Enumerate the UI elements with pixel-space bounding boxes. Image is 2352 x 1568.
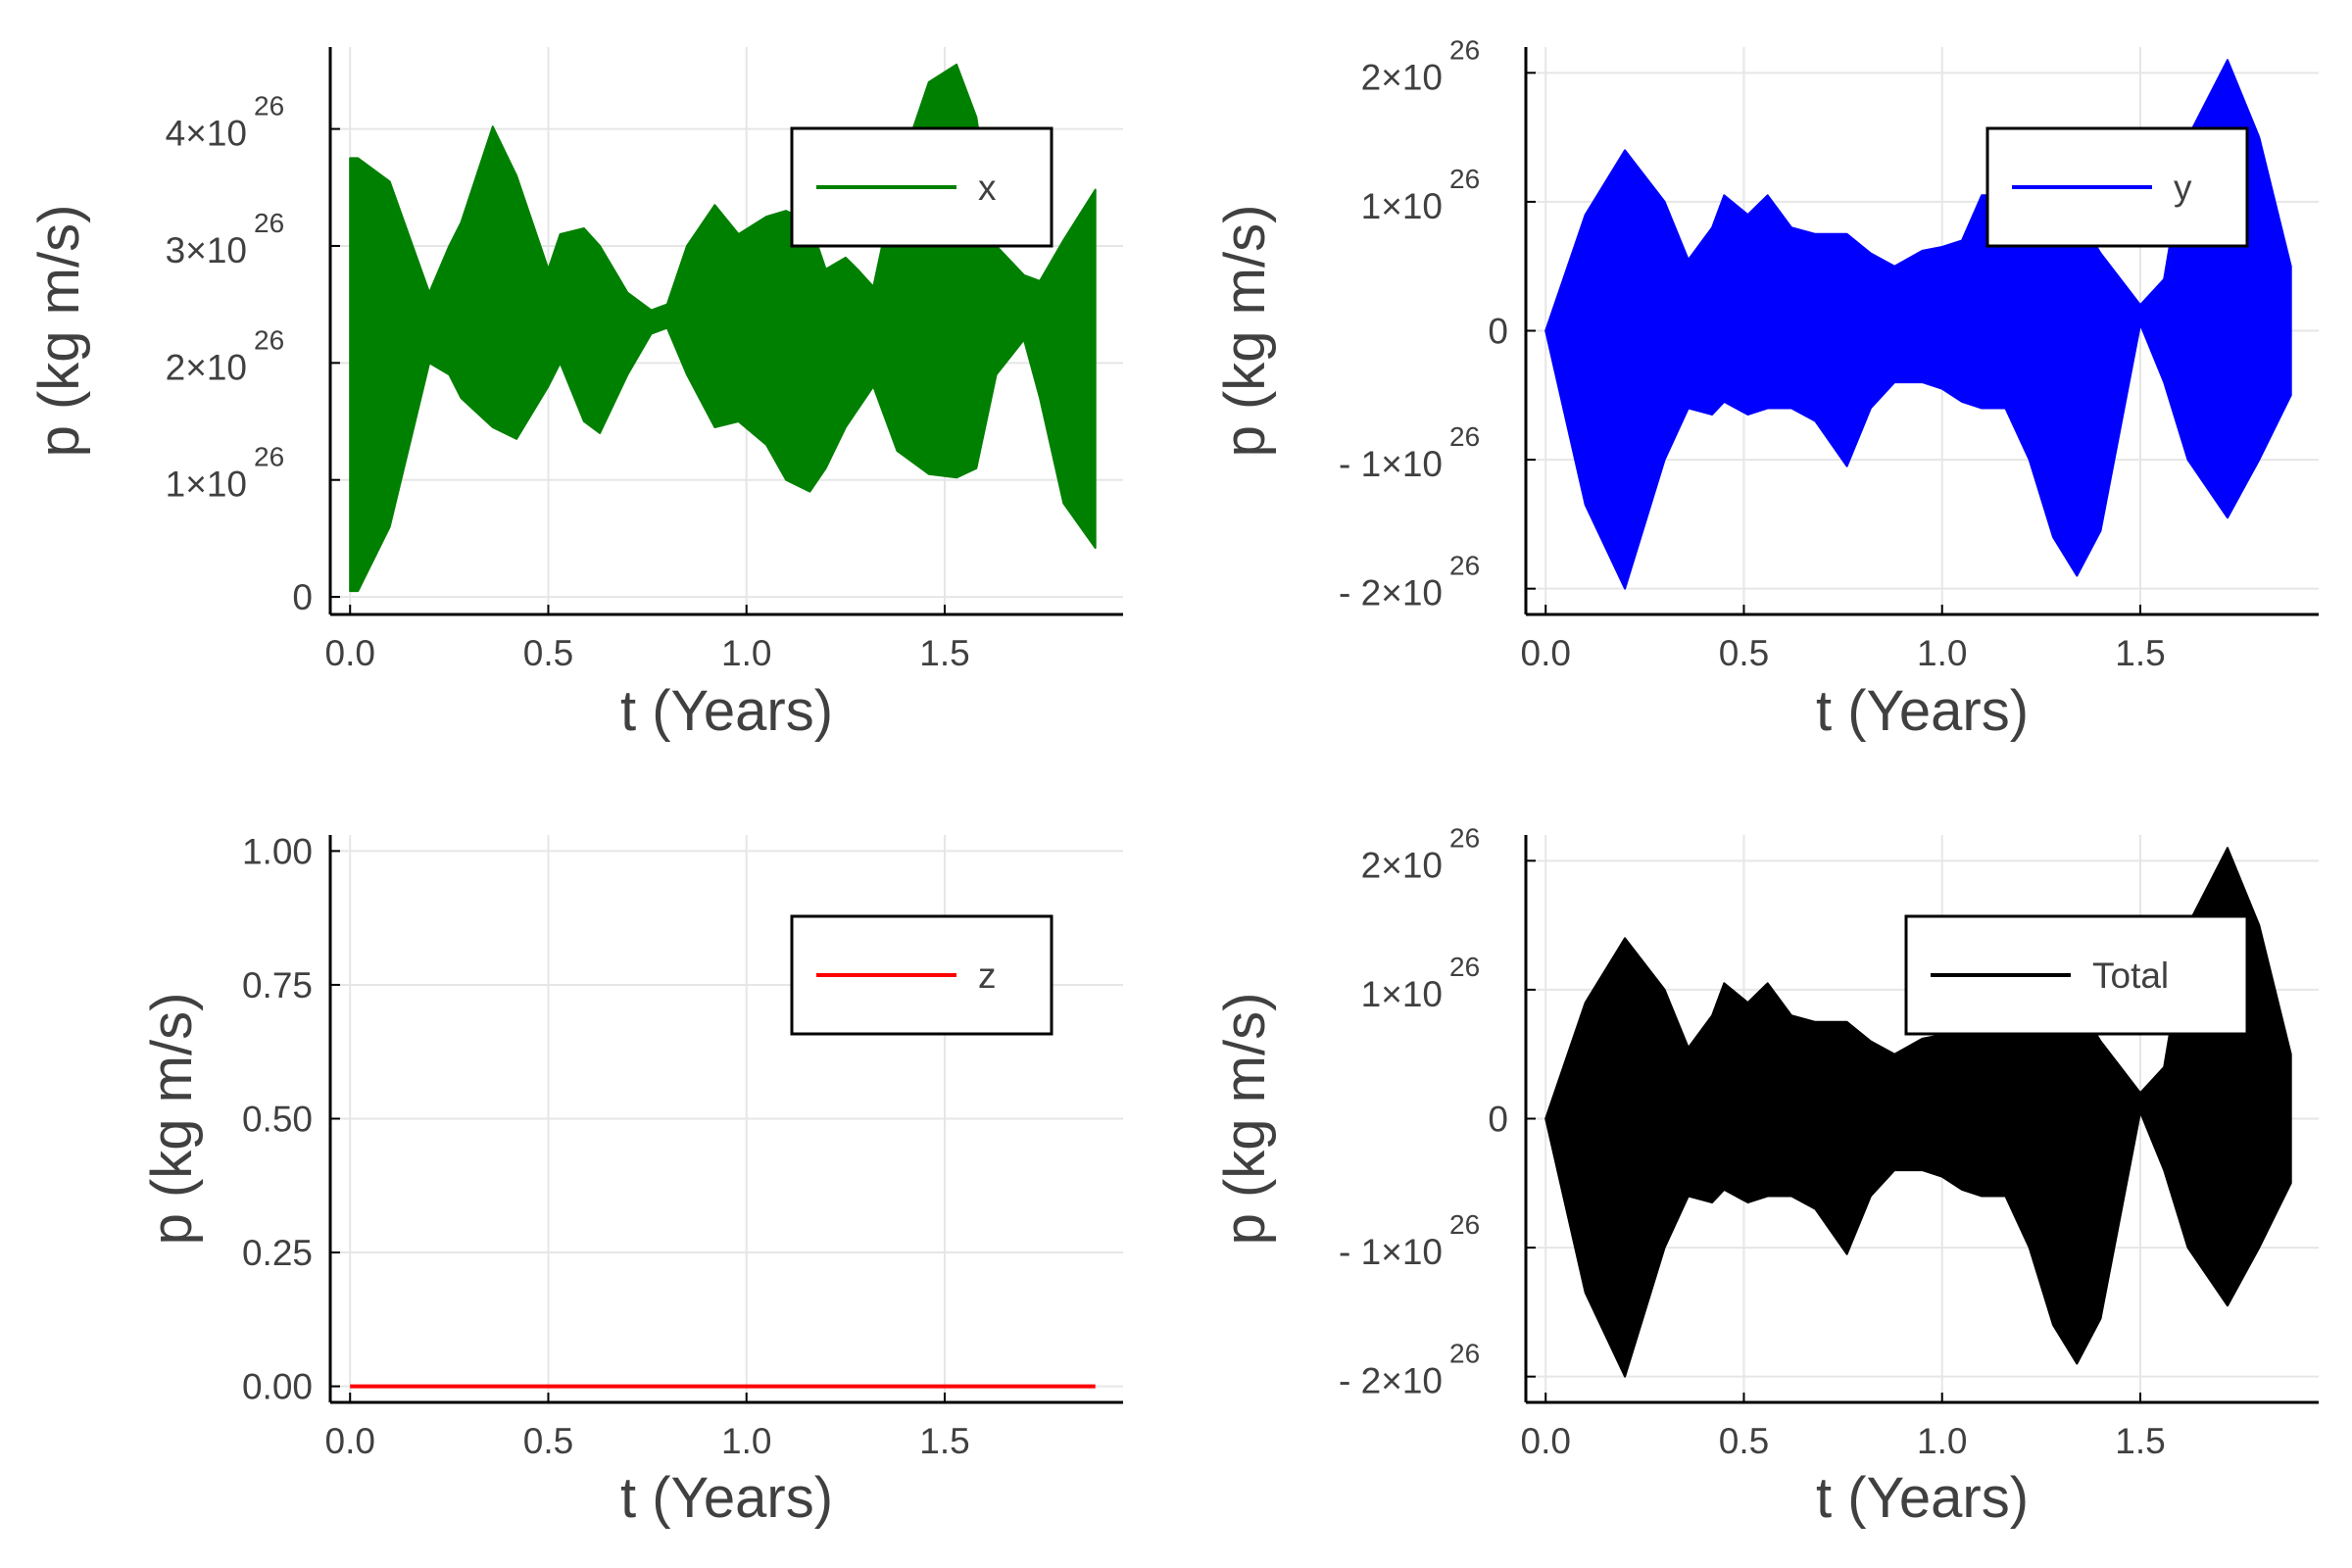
x-tick-label: 1.5 [919,1421,969,1461]
y-tick-exponent: 26 [1449,1209,1480,1240]
y-tick-label: 3×10 [166,230,247,270]
y-tick-label: 0.00 [242,1367,313,1407]
y-tick-label: 1×10 [1361,186,1443,226]
legend-label: Total [2092,956,2169,996]
chart-panel: 0.0 0.5 1.0 1.5 0.00 0.25 0.50 0.75 1.00 t (Years… [140,831,1123,1530]
y-tick-label: 2×10 [1361,57,1443,97]
x-tick-label: 1.5 [2115,633,2165,673]
x-tick-label: 0.0 [325,633,375,673]
y-tick-label: 0 [1488,312,1508,352]
legend: Total [1904,914,2249,1036]
x-axis-label: t (Years) [1816,1466,2029,1530]
y-tick-exponent: 26 [1449,952,1480,982]
y-tick-label: 2×10 [166,347,247,387]
x-axis-label: t (Years) [620,1466,833,1530]
y-tick-label: 1×10 [1361,974,1443,1014]
y-tick-exponent: 26 [1449,551,1480,581]
y-tick-label: 0.25 [242,1233,313,1273]
x-tick-label: 0.0 [1521,633,1571,673]
x-axis-label: t (Years) [1816,679,2029,743]
y-tick-label: 4×10 [166,114,247,154]
x-tick-label: 0.5 [1719,633,1769,673]
series-band-y [1544,59,2292,590]
x-tick-label: 1.0 [1917,1421,1967,1461]
x-tick-label: 0.0 [325,1421,375,1461]
y-tick-exponent: 26 [1449,822,1480,853]
x-tick-label: 1.5 [2115,1421,2165,1461]
x-axis-label: t (Years) [620,679,833,743]
y-tick-exponent: 26 [254,208,284,238]
x-tick-label: 0.0 [1521,1421,1571,1461]
legend: y [1985,126,2249,248]
y-tick-label: 0.75 [242,965,313,1005]
legend: z [790,914,1054,1036]
y-tick-label: 0.50 [242,1100,313,1140]
y-tick-label: - 2×10 [1339,1361,1443,1401]
y-tick-label: - 1×10 [1339,444,1443,484]
x-tick-label: 1.0 [721,633,771,673]
x-tick-label: 0.5 [523,1421,573,1461]
x-tick-label: 0.5 [523,633,573,673]
x-tick-label: 1.5 [919,633,969,673]
y-axis-label: p (kg m/s) [1213,205,1277,458]
x-tick-label: 1.0 [721,1421,771,1461]
y-tick-label: 0 [1488,1100,1508,1140]
y-tick-label: 1.00 [242,831,313,871]
y-tick-exponent: 26 [1449,1339,1480,1369]
y-tick-label: 0 [292,577,313,617]
y-tick-label: - 2×10 [1339,573,1443,613]
y-tick-exponent: 26 [1449,421,1480,452]
x-tick-label: 0.5 [1719,1421,1769,1461]
y-axis-label: p (kg m/s) [1213,993,1277,1246]
y-tick-exponent: 26 [1449,164,1480,194]
series-band-Total [1544,847,2292,1378]
y-tick-exponent: 26 [254,324,284,355]
y-tick-exponent: 26 [254,91,284,122]
y-tick-exponent: 26 [1449,34,1480,65]
y-tick-label: 1×10 [166,465,247,505]
y-axis-label: p (kg m/s) [140,993,204,1246]
y-tick-exponent: 26 [254,442,284,472]
x-tick-label: 1.0 [1917,633,1967,673]
y-tick-label: 2×10 [1361,845,1443,885]
legend-label: x [978,168,997,208]
legend-label: y [2174,168,2192,208]
y-axis-label: p (kg m/s) [27,205,91,458]
y-tick-label: - 1×10 [1339,1232,1443,1272]
legend-label: z [978,956,997,996]
legend: x [790,126,1054,248]
